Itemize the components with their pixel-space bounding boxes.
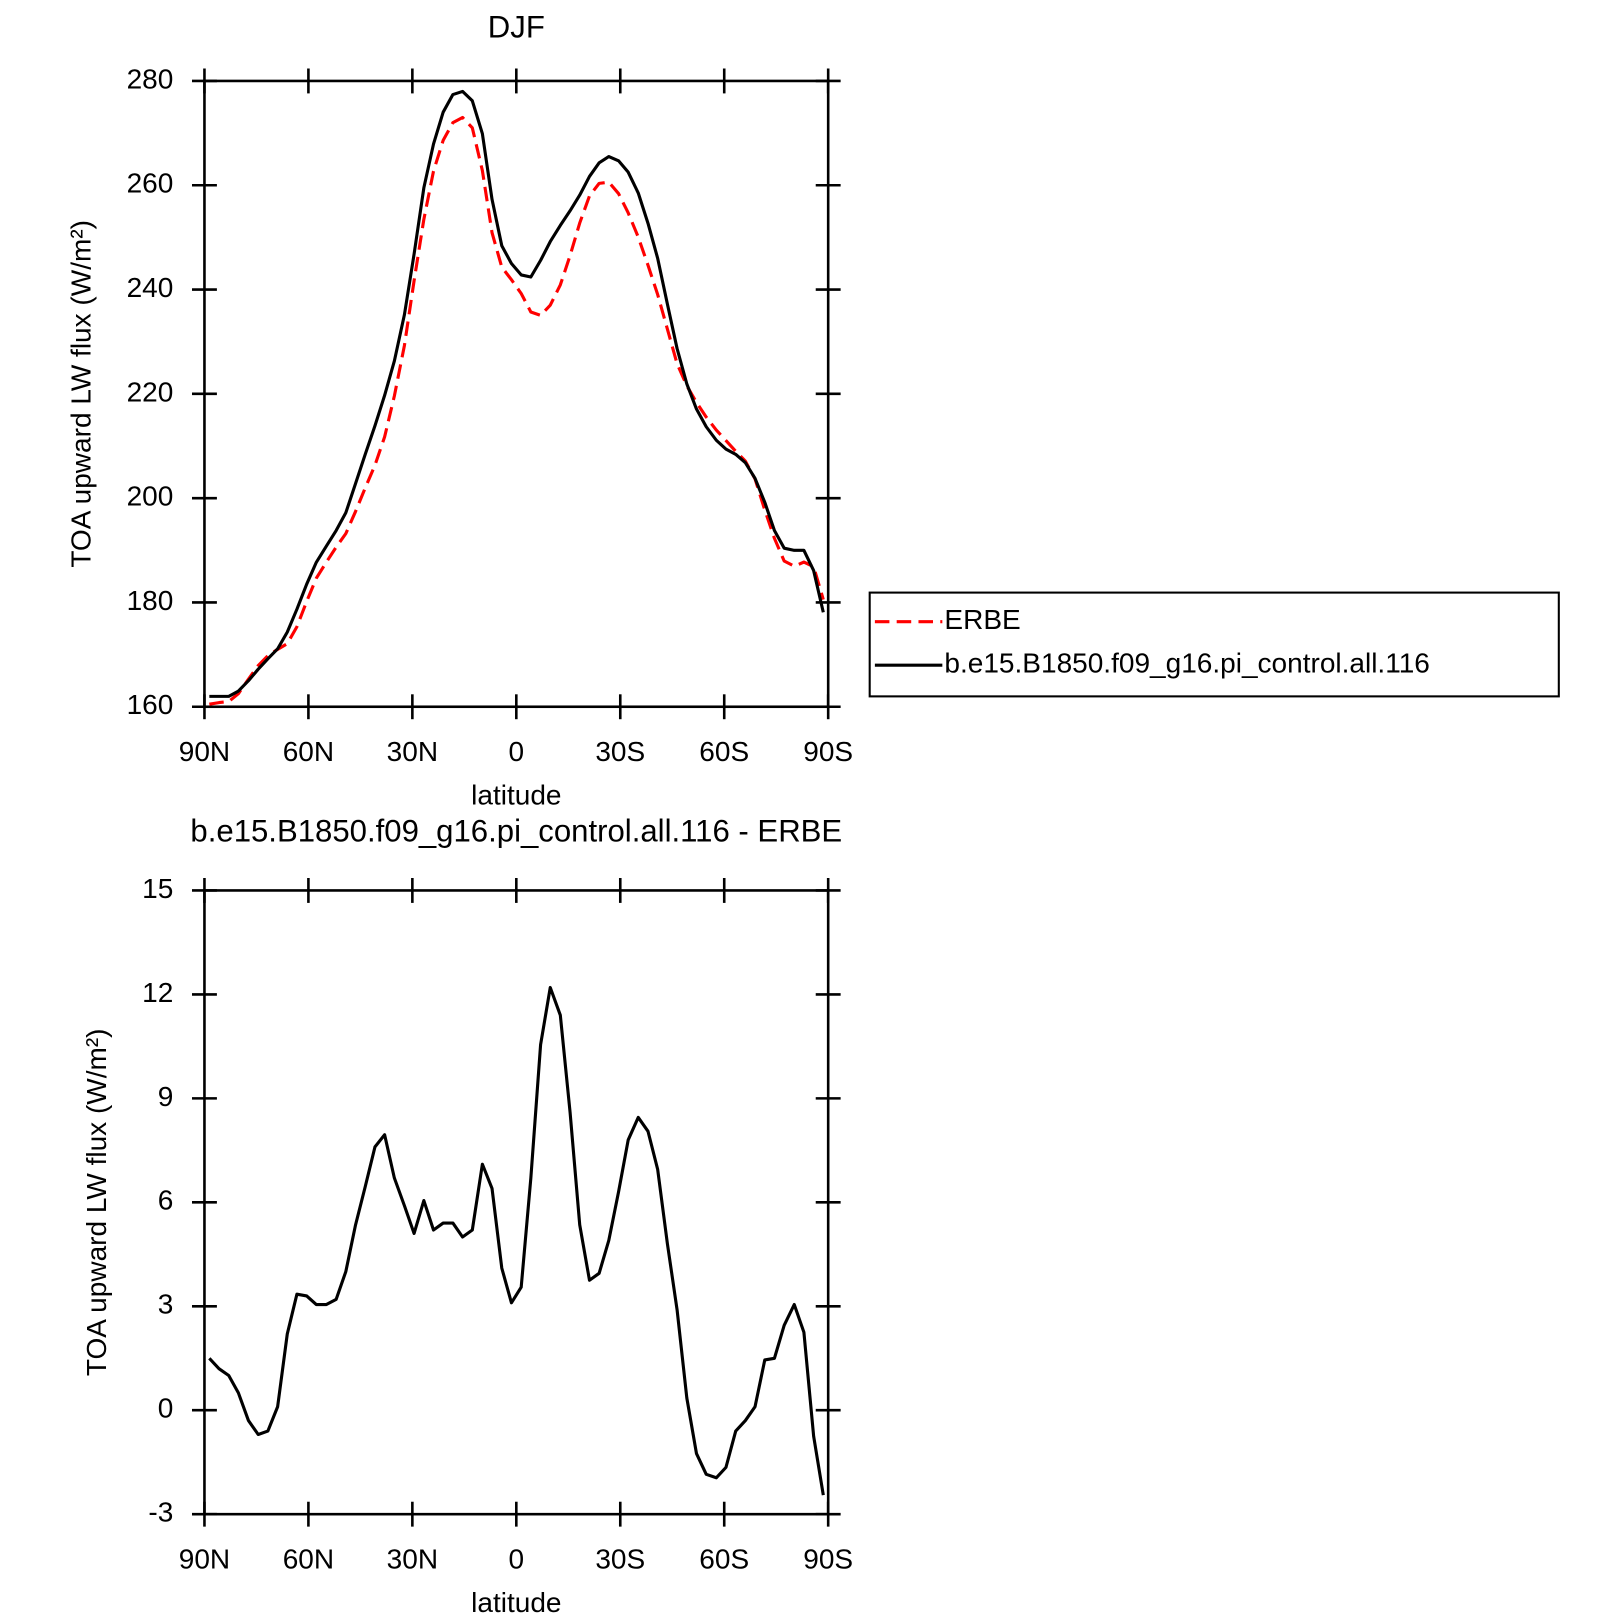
x-tick-label: 90N <box>179 736 230 767</box>
x-tick-label: 0 <box>509 1543 525 1574</box>
data-line <box>209 115 825 706</box>
y-tick-label: 12 <box>142 977 173 1008</box>
x-axis-label: latitude <box>471 1587 561 1618</box>
x-tick-label: 60N <box>283 1543 334 1574</box>
legend-label: b.e15.B1850.f09_g16.pi_control.all.116 <box>944 648 1429 679</box>
legend-box <box>868 591 1560 698</box>
x-tick-label: 30S <box>595 1543 645 1574</box>
data-line <box>208 985 825 1496</box>
y-tick-label: 220 <box>127 376 174 407</box>
y-tick-label: 280 <box>127 63 174 94</box>
data-line <box>209 89 825 698</box>
x-tick-label: 60N <box>283 736 334 767</box>
chart-title: b.e15.B1850.f09_g16.pi_control.all.116 -… <box>190 814 842 849</box>
x-tick-label: 30S <box>595 736 645 767</box>
legend-label: ERBE <box>944 604 1020 635</box>
plot-frame <box>203 79 830 709</box>
x-tick-label: 30N <box>387 1543 438 1574</box>
x-tick-label: 90S <box>803 1543 853 1574</box>
x-tick-label: 60S <box>699 1543 749 1574</box>
y-tick-label: 15 <box>142 873 173 904</box>
x-tick-label: 0 <box>509 736 525 767</box>
y-axis-label: TOA upward LW flux (W/m²) <box>81 1028 112 1376</box>
y-tick-label: -3 <box>148 1497 173 1528</box>
y-axis-label: TOA upward LW flux (W/m²) <box>65 220 96 568</box>
x-axis-label: latitude <box>471 779 561 810</box>
y-tick-label: 240 <box>127 272 174 303</box>
y-tick-label: 0 <box>158 1393 174 1424</box>
y-tick-label: 6 <box>158 1185 174 1216</box>
x-tick-label: 60S <box>699 736 749 767</box>
y-tick-label: 200 <box>127 481 174 512</box>
x-tick-label: 90S <box>803 736 853 767</box>
x-tick-label: 90N <box>179 1543 230 1574</box>
x-tick-label: 30N <box>387 736 438 767</box>
y-tick-label: 260 <box>127 168 174 199</box>
chart-title: DJF <box>488 9 545 44</box>
y-tick-label: 160 <box>127 689 174 720</box>
y-tick-label: 9 <box>158 1081 174 1112</box>
y-tick-label: 3 <box>158 1289 174 1320</box>
y-tick-label: 180 <box>127 585 174 616</box>
plot-frame <box>203 889 830 1516</box>
